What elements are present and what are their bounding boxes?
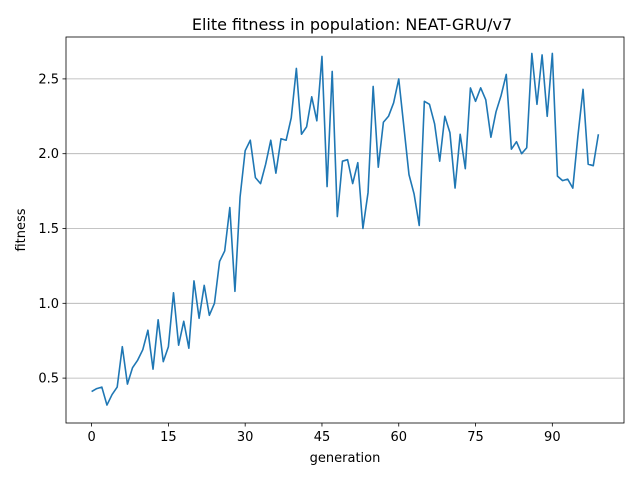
x-tick-label: 75 bbox=[467, 430, 484, 445]
y-tick-label: 1.0 bbox=[38, 297, 59, 312]
series-line bbox=[91, 52, 600, 406]
x-tick-label: 90 bbox=[544, 430, 561, 445]
y-tick-label: 2.0 bbox=[38, 147, 59, 162]
series-line-group bbox=[91, 52, 600, 406]
plot-frame bbox=[65, 36, 625, 424]
x-axis-label: generation bbox=[310, 451, 381, 466]
chart-title: Elite fitness in population: NEAT-GRU/v7 bbox=[192, 15, 512, 34]
y-gridlines bbox=[66, 78, 624, 379]
x-tick-label: 15 bbox=[160, 430, 177, 445]
y-tick-label: 0.5 bbox=[38, 372, 59, 387]
x-tick-label: 30 bbox=[237, 430, 254, 445]
y-tick-label: 2.5 bbox=[38, 72, 59, 87]
x-tick-label: 0 bbox=[87, 430, 95, 445]
y-axis-label: fitness bbox=[14, 208, 29, 251]
x-tick-label: 60 bbox=[390, 430, 407, 445]
y-tick-label: 1.5 bbox=[38, 222, 59, 237]
y-axis-ticks: 0.5 1.0 1.5 2.0 2.5 bbox=[38, 72, 66, 387]
x-tick-label: 45 bbox=[314, 430, 331, 445]
x-axis-ticks: 0 15 30 45 60 75 90 bbox=[87, 423, 561, 445]
